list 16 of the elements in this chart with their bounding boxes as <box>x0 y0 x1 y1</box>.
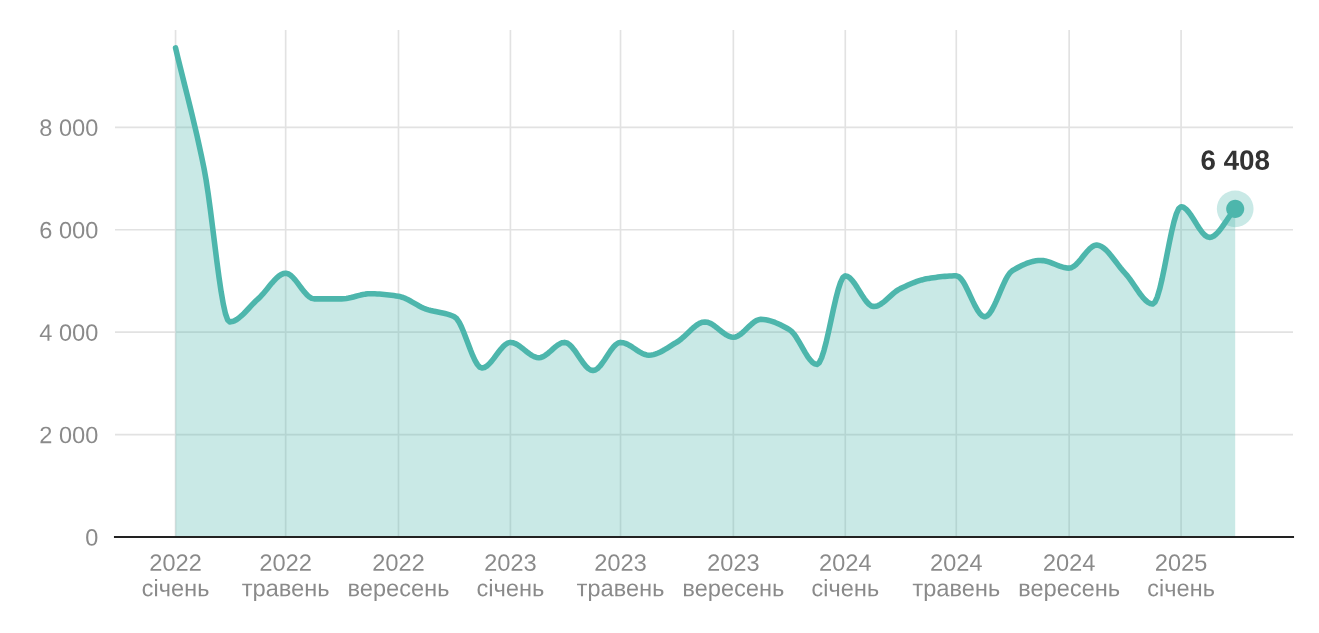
y-tick-label: 4 000 <box>39 324 98 341</box>
x-tick-label: 2022 січень <box>142 554 209 597</box>
annotation: 6 408 <box>1201 150 1270 171</box>
x-tick-label: 2024 січень <box>812 554 879 597</box>
x-tick-label: 2023 травень <box>577 554 664 602</box>
x-tick-label: 2023 вересень <box>684 554 784 602</box>
y-tick-label: 6 000 <box>40 221 98 239</box>
x-tick-label: 2024 вересень <box>1019 554 1120 602</box>
y-tick-label: 0 <box>86 529 98 546</box>
x-tick-label: 2022 травень <box>242 554 329 602</box>
y-tick-label: 2 000 <box>40 426 98 444</box>
x-tick-label: 2025 січень <box>1148 554 1215 597</box>
y-tick-label: 8 000 <box>40 119 98 137</box>
x-tick-label: 2023 січень <box>477 554 544 597</box>
x-tick-label: 2022 вересень <box>349 554 449 602</box>
x-tick-label: 2024 травень <box>912 554 1000 602</box>
